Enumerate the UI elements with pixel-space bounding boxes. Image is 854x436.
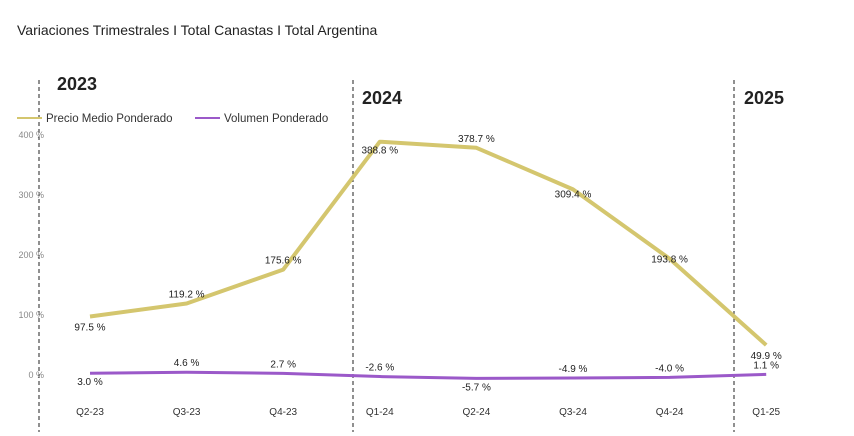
legend-label: Precio Medio Ponderado <box>46 113 173 125</box>
data-label: -4.0 % <box>655 363 684 374</box>
data-label: 175.6 % <box>265 256 302 267</box>
y-tick-label: 400 % <box>18 130 44 140</box>
x-tick-label: Q2-24 <box>463 407 491 418</box>
x-tick-label: Q3-24 <box>559 407 587 418</box>
x-tick-label: Q1-24 <box>366 407 394 418</box>
data-label: 309.4 % <box>555 189 592 200</box>
data-label: -2.6 % <box>365 363 394 374</box>
data-label: 4.6 % <box>174 358 200 369</box>
data-label: -5.7 % <box>462 382 491 393</box>
data-label: 3.0 % <box>77 377 103 388</box>
y-tick-label: 0 % <box>28 370 44 380</box>
data-label: 119.2 % <box>169 289 205 300</box>
data-label: -4.9 % <box>559 364 588 375</box>
x-tick-label: Q4-24 <box>656 407 684 418</box>
series-line-volumen <box>89 370 767 380</box>
x-tick-label: Q4-23 <box>269 407 297 418</box>
data-label: 193.8 % <box>651 255 688 266</box>
year-label-2024: 2024 <box>362 88 402 108</box>
data-label: 378.7 % <box>458 134 495 145</box>
data-label: 388.8 % <box>361 146 398 157</box>
y-tick-label: 200 % <box>18 250 44 260</box>
x-tick-label: Q2-23 <box>76 407 104 418</box>
legend-label: Volumen Ponderado <box>224 113 328 125</box>
y-tick-label: 300 % <box>18 190 44 200</box>
series-line-precio <box>89 139 768 347</box>
year-label-2025: 2025 <box>744 88 784 108</box>
data-label: 2.7 % <box>270 359 296 370</box>
x-tick-label: Q3-23 <box>173 407 201 418</box>
y-tick-label: 100 % <box>18 310 44 320</box>
data-label: 97.5 % <box>74 323 105 334</box>
data-label: 49.9 % <box>751 351 782 362</box>
data-label: 1.1 % <box>753 360 779 371</box>
chart-title: Variaciones Trimestrales I Total Canasta… <box>17 22 378 38</box>
x-tick-label: Q1-25 <box>752 407 780 418</box>
year-label-2023: 2023 <box>57 74 97 94</box>
